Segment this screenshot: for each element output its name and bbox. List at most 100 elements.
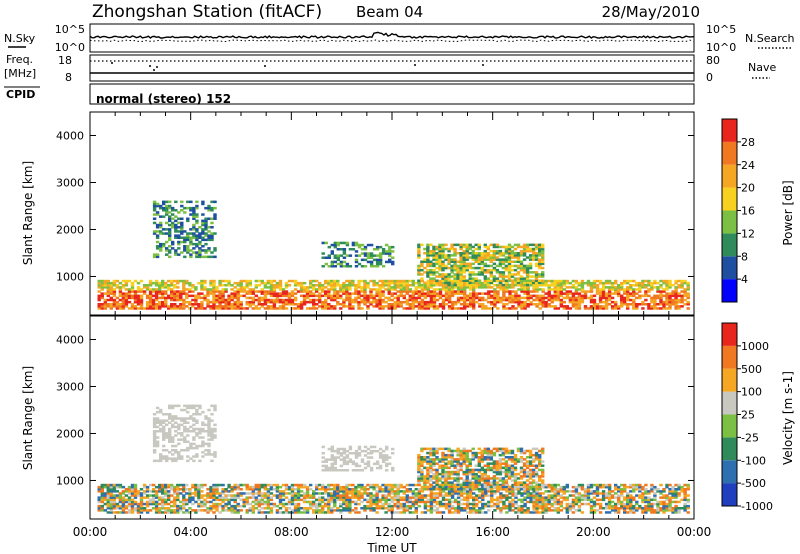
range-gate-cell bbox=[426, 494, 431, 497]
range-gate-cell bbox=[390, 507, 394, 510]
range-gate-cell bbox=[568, 300, 573, 304]
range-gate-cell bbox=[152, 442, 157, 446]
range-gate-cell bbox=[674, 490, 678, 493]
range-gate-cell bbox=[617, 507, 621, 510]
range-gate-cell bbox=[635, 296, 639, 300]
range-gate-cell bbox=[438, 247, 442, 251]
range-gate-cell bbox=[269, 281, 274, 285]
range-gate-cell bbox=[456, 243, 460, 247]
range-gate-cell bbox=[363, 294, 367, 298]
range-gate-cell bbox=[659, 490, 663, 493]
range-gate-cell bbox=[541, 249, 545, 253]
range-gate-cell bbox=[188, 494, 192, 497]
range-gate-cell bbox=[504, 279, 509, 282]
range-gate-cell bbox=[333, 500, 337, 504]
range-gate-cell bbox=[327, 483, 331, 487]
range-gate-cell bbox=[290, 483, 295, 487]
range-gate-cell bbox=[541, 504, 545, 508]
range-gate-cell bbox=[516, 281, 521, 285]
range-gate-cell bbox=[492, 243, 497, 247]
range-gate-cell bbox=[459, 260, 463, 263]
range-gate-cell bbox=[493, 490, 497, 493]
range-gate-cell bbox=[484, 502, 488, 506]
range-gate-cell bbox=[182, 500, 186, 504]
range-gate-cell bbox=[145, 488, 150, 491]
range-gate-cell bbox=[408, 496, 412, 499]
range-gate-cell bbox=[204, 223, 208, 227]
range-gate-cell bbox=[456, 277, 460, 280]
range-gate-cell bbox=[179, 292, 183, 295]
range-gate-cell bbox=[659, 300, 663, 304]
range-gate-cell bbox=[200, 281, 204, 285]
range-gate-cell bbox=[626, 288, 630, 291]
range-gate-cell bbox=[516, 258, 521, 261]
range-gate-cell bbox=[523, 490, 527, 493]
range-gate-cell bbox=[212, 492, 216, 495]
range-gate-cell bbox=[363, 290, 367, 293]
range-gate-cell bbox=[188, 284, 192, 287]
range-gate-cell bbox=[426, 292, 431, 295]
range-gate-cell bbox=[516, 245, 521, 249]
range-gate-cell bbox=[233, 511, 237, 514]
range-gate-cell bbox=[118, 292, 123, 295]
range-gate-cell bbox=[369, 279, 373, 283]
range-gate-cell bbox=[565, 498, 569, 502]
range-gate-cell bbox=[168, 236, 172, 239]
range-gate-cell bbox=[647, 490, 651, 493]
range-gate-cell bbox=[562, 305, 566, 308]
range-gate-cell bbox=[293, 292, 298, 295]
range-gate-cell bbox=[553, 488, 557, 491]
range-gate-cell bbox=[130, 498, 135, 502]
range-gate-cell bbox=[106, 303, 110, 306]
range-gate-cell bbox=[550, 504, 554, 508]
range-gate-cell bbox=[638, 507, 642, 510]
range-gate-cell bbox=[100, 281, 104, 285]
range-gate-cell bbox=[471, 279, 475, 282]
range-gate-cell bbox=[516, 260, 521, 263]
range-gate-cell bbox=[189, 228, 193, 231]
range-gate-cell bbox=[423, 252, 427, 255]
range-gate-cell bbox=[233, 498, 237, 502]
range-gate-cell bbox=[466, 298, 470, 302]
range-gate-cell bbox=[366, 256, 371, 259]
range-gate-cell bbox=[559, 494, 563, 497]
range-gate-cell bbox=[472, 498, 476, 502]
range-gate-cell bbox=[550, 509, 554, 512]
range-gate-cell bbox=[525, 266, 530, 270]
range-gate-cell bbox=[387, 509, 391, 512]
range-gate-cell bbox=[523, 307, 527, 310]
range-gate-cell bbox=[115, 490, 120, 493]
range-gate-cell bbox=[665, 509, 669, 512]
range-gate-cell bbox=[647, 290, 651, 293]
range-gate-cell bbox=[372, 500, 376, 504]
range-gate-cell bbox=[151, 303, 156, 306]
range-gate-cell bbox=[302, 498, 307, 502]
range-gate-cell bbox=[502, 496, 506, 499]
range-gate-cell bbox=[662, 511, 666, 514]
range-gate-cell bbox=[647, 492, 651, 495]
range-gate-cell bbox=[164, 483, 168, 487]
range-gate-cell bbox=[453, 243, 457, 247]
range-gate-cell bbox=[574, 492, 579, 495]
range-gate-cell bbox=[97, 507, 101, 510]
range-gate-cell bbox=[478, 509, 482, 512]
range-gate-cell bbox=[103, 279, 107, 283]
range-gate-cell bbox=[553, 498, 557, 502]
range-gate-cell bbox=[185, 509, 189, 512]
range-gate-cell bbox=[478, 500, 482, 504]
range-gate-cell bbox=[598, 290, 603, 293]
range-gate-cell bbox=[535, 494, 539, 497]
range-gate-cell bbox=[384, 488, 388, 491]
range-gate-cell bbox=[617, 490, 621, 493]
range-gate-cell bbox=[354, 511, 358, 514]
range-gate-cell bbox=[186, 251, 190, 254]
range-gate-cell bbox=[354, 284, 358, 287]
range-gate-cell bbox=[345, 504, 349, 508]
range-gate-cell bbox=[207, 230, 211, 233]
range-gate-cell bbox=[130, 485, 135, 489]
range-gate-cell bbox=[396, 492, 400, 495]
range-gate-cell bbox=[459, 296, 464, 300]
range-gate-cell bbox=[142, 286, 147, 289]
range-gate-cell bbox=[339, 290, 343, 293]
